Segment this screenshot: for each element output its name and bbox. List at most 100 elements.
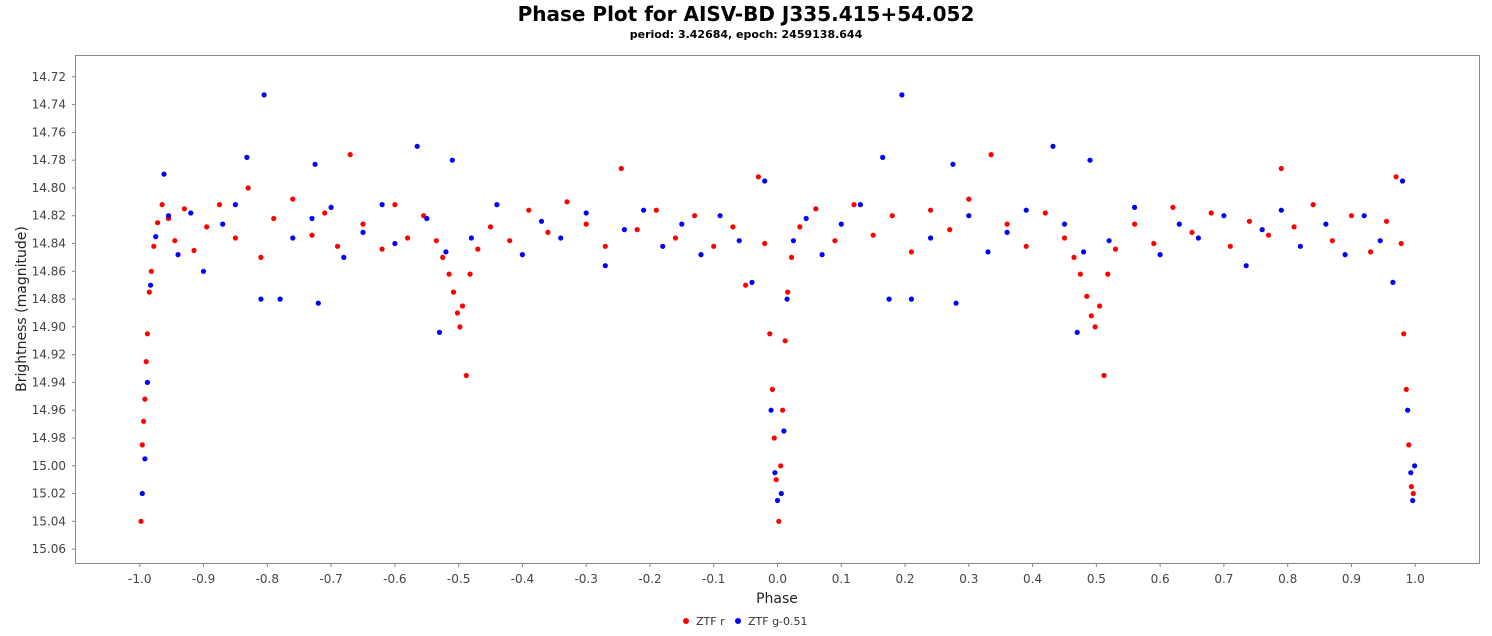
- data-point-series-0: [141, 418, 147, 424]
- data-point-series-1: [153, 234, 159, 240]
- data-point-series-0: [1348, 213, 1355, 219]
- data-point-series-1: [1410, 497, 1416, 504]
- data-point-series-1: [161, 171, 167, 177]
- data-point-series-0: [778, 463, 784, 469]
- data-point-series-1: [880, 154, 886, 160]
- data-point-series-1: [414, 143, 420, 149]
- data-point-series-0: [797, 224, 803, 230]
- data-point-series-0: [672, 235, 679, 241]
- data-point-series-1: [621, 227, 628, 233]
- data-point-series-1: [736, 238, 742, 244]
- data-point-series-1: [1259, 227, 1265, 233]
- plot-area: [75, 55, 1480, 564]
- x-axis-title: Phase: [756, 591, 798, 607]
- data-point-series-0: [151, 243, 157, 249]
- y-tick-label: 15.02: [32, 487, 66, 501]
- data-point-series-0: [711, 243, 717, 249]
- data-point-series-1: [309, 215, 315, 222]
- data-point-series-0: [782, 338, 788, 344]
- data-point-series-1: [494, 202, 500, 208]
- data-point-series-1: [838, 221, 844, 227]
- x-tick-label: -0.9: [192, 572, 215, 586]
- data-point-series-0: [459, 303, 466, 309]
- data-point-series-0: [634, 227, 640, 233]
- data-point-series-1: [772, 470, 778, 476]
- data-point-series-0: [1383, 218, 1390, 224]
- data-point-series-1: [449, 157, 455, 163]
- data-point-series-1: [660, 243, 666, 249]
- data-point-series-0: [487, 224, 494, 230]
- data-point-series-0: [191, 247, 197, 254]
- data-point-series-1: [328, 204, 334, 210]
- x-tick-label: 0.6: [1151, 572, 1170, 586]
- data-point-series-0: [142, 396, 148, 402]
- data-point-series-0: [450, 289, 457, 295]
- data-point-series-1: [781, 428, 787, 434]
- data-point-series-1: [778, 490, 784, 497]
- x-tick-label: -0.3: [574, 572, 597, 586]
- x-tick-label: 1.0: [1406, 572, 1425, 586]
- data-point-series-1: [985, 249, 991, 255]
- data-point-series-0: [1291, 224, 1297, 230]
- data-point-series-1: [232, 202, 238, 208]
- x-tick-label: 0.5: [1087, 572, 1106, 586]
- data-point-series-0: [322, 210, 328, 216]
- data-point-series-1: [1081, 249, 1087, 255]
- data-point-series-1: [1004, 229, 1010, 235]
- y-tick-label: 14.94: [32, 375, 66, 389]
- data-point-series-0: [258, 254, 264, 260]
- data-point-series-1: [290, 235, 296, 241]
- data-point-series-0: [771, 435, 777, 441]
- data-point-series-1: [165, 213, 172, 219]
- data-point-series-1: [966, 213, 972, 219]
- data-point-series-0: [146, 289, 152, 295]
- data-point-series-0: [851, 202, 857, 208]
- data-point-series-0: [467, 271, 473, 277]
- data-point-series-0: [618, 165, 624, 172]
- data-point-series-1: [261, 92, 267, 98]
- y-tick-label: 14.88: [32, 292, 66, 306]
- data-point-series-0: [1227, 243, 1233, 249]
- data-point-series-0: [1401, 331, 1407, 337]
- data-point-series-0: [780, 407, 786, 413]
- data-point-series-0: [526, 207, 532, 213]
- data-point-series-0: [1208, 210, 1214, 216]
- data-point-series-1: [1106, 238, 1112, 244]
- data-point-series-0: [463, 372, 469, 379]
- data-point-series-0: [788, 254, 795, 260]
- data-point-series-0: [1097, 303, 1103, 309]
- data-point-series-1: [341, 254, 347, 260]
- data-point-series-1: [717, 213, 723, 219]
- data-point-series-0: [245, 185, 251, 191]
- y-axis-title: Brightness (magnitude): [14, 226, 30, 392]
- data-point-series-1: [443, 249, 449, 255]
- x-tick-label: -0.8: [256, 572, 279, 586]
- data-point-series-1: [1023, 207, 1029, 213]
- chart-title: Phase Plot for AISV-BD J335.415+54.052: [517, 2, 975, 26]
- data-point-series-0: [454, 310, 460, 316]
- x-tick-label: -0.6: [383, 572, 406, 586]
- data-point-series-1: [379, 202, 385, 208]
- data-point-series-0: [379, 246, 385, 252]
- data-point-series-0: [564, 199, 570, 205]
- data-point-series-0: [1077, 271, 1083, 277]
- data-point-series-1: [1405, 407, 1411, 413]
- data-point-series-0: [172, 238, 178, 244]
- data-point-series-0: [433, 238, 439, 244]
- data-point-series-1: [139, 490, 145, 497]
- data-point-series-0: [271, 215, 277, 222]
- data-point-series-1: [1408, 470, 1414, 476]
- data-point-series-1: [144, 379, 150, 385]
- data-point-series-0: [1088, 313, 1094, 319]
- data-point-series-0: [440, 254, 446, 260]
- data-point-series-1: [277, 296, 283, 302]
- data-point-series-1: [602, 263, 608, 269]
- data-point-series-1: [1074, 329, 1080, 335]
- data-point-series-1: [1176, 221, 1182, 227]
- data-point-series-1: [1221, 213, 1227, 219]
- data-point-series-0: [966, 196, 972, 202]
- x-tick-label: -0.5: [447, 572, 470, 586]
- data-point-series-1: [360, 229, 366, 235]
- data-point-series-0: [1329, 238, 1335, 244]
